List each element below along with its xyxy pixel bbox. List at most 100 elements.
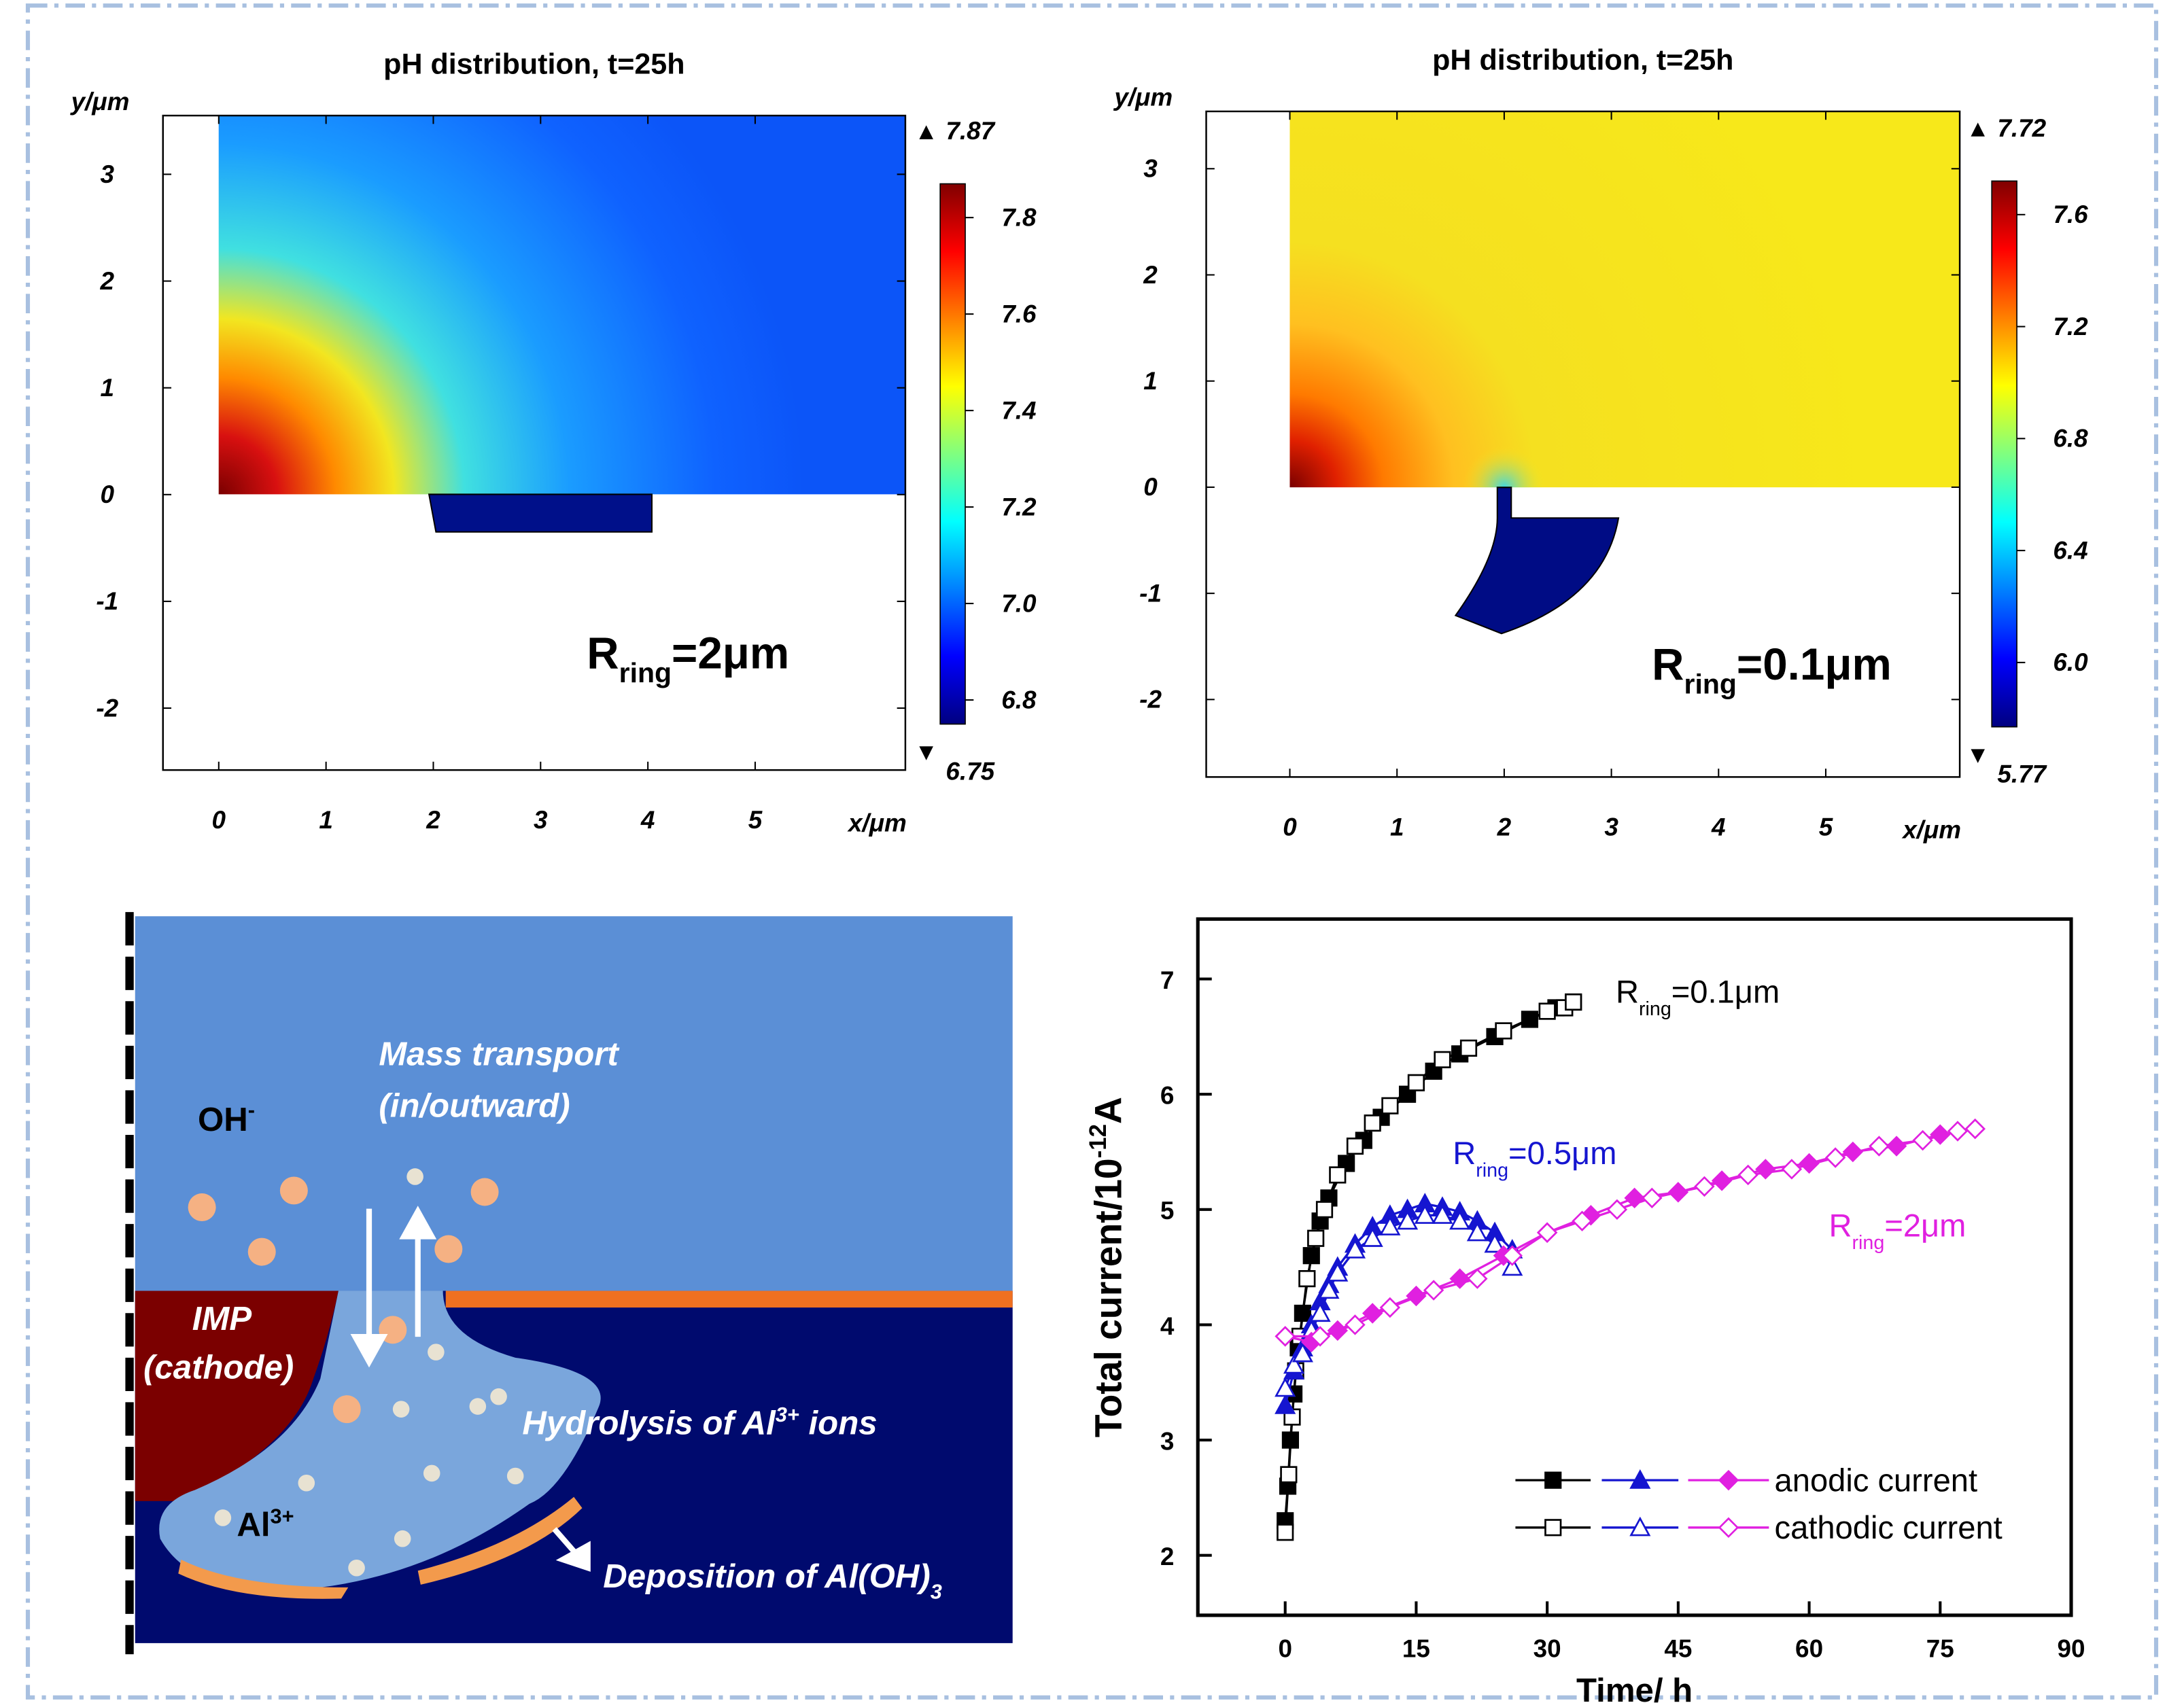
x-tick-label: 1: [319, 806, 333, 834]
label: 3+: [271, 1505, 294, 1528]
y-tick-label: 7: [1160, 966, 1175, 994]
y-axis-label: Total current/10: [1088, 1158, 1130, 1437]
marker: [1781, 1159, 1803, 1180]
annotation: ring: [1852, 1232, 1885, 1254]
marker: [1842, 1141, 1864, 1163]
y-tick-label: -2: [96, 694, 118, 722]
legend-label: anodic current: [1775, 1462, 1978, 1498]
marker: [1329, 1166, 1347, 1184]
y-tick-label: 4: [1160, 1312, 1175, 1340]
chart-title: pH distribution, t=25h: [1432, 43, 1733, 76]
colorbar-tick-label: 7.8: [1001, 203, 1037, 231]
frame: [25, 3, 2159, 1700]
colorbar-tick-label: 7.4: [1001, 396, 1036, 424]
x-tick-label: 3: [534, 806, 548, 834]
colorbar-min-label: 5.77: [1997, 760, 2047, 788]
ph-field: [1289, 111, 1960, 488]
annotation: =0.5μm: [1508, 1135, 1616, 1171]
annotation: ring: [1639, 998, 1671, 1020]
oxide-layer: [445, 1291, 1013, 1308]
marker: [1694, 1176, 1715, 1197]
x-tick-label: 2: [1497, 813, 1512, 841]
x-axis-label: Time/ h: [1576, 1672, 1693, 1703]
colorbar-tick-label: 6.8: [2053, 425, 2088, 453]
marker: [1283, 1354, 1305, 1374]
label: 3+: [776, 1403, 799, 1426]
marker: [1309, 1302, 1331, 1322]
x-tick-label: 3: [1604, 813, 1618, 841]
label: 3: [931, 1579, 942, 1603]
y-tick-label: 2: [1143, 261, 1158, 289]
marker: [1362, 1227, 1383, 1247]
legend-marker: [1544, 1519, 1562, 1537]
annotation: R: [1616, 973, 1639, 1009]
y-axis-label: -12: [1085, 1124, 1111, 1158]
marker: [1449, 1210, 1471, 1230]
label: (cathode): [143, 1349, 294, 1386]
marker: [1407, 1074, 1425, 1091]
marker: [1275, 1377, 1296, 1397]
annotation: =2μm: [1884, 1208, 1966, 1244]
marker: [1930, 1124, 1951, 1145]
y-axis-label: y/μm: [1113, 84, 1173, 111]
imp-region: [135, 1291, 339, 1501]
marker: [1495, 1022, 1512, 1040]
x-tick-label: 4: [640, 806, 655, 834]
x-tick-label: 15: [1402, 1634, 1430, 1662]
y-tick-label: 6: [1160, 1082, 1175, 1110]
marker: [1327, 1262, 1349, 1282]
label: OH-: [198, 1098, 255, 1138]
min-marker: [919, 746, 933, 760]
y-tick-label: 5: [1160, 1197, 1175, 1225]
marker: [1466, 1221, 1488, 1242]
marker: [1502, 1256, 1523, 1276]
marker: [1572, 1210, 1593, 1231]
max-marker: [1971, 122, 1985, 137]
marker: [1275, 1394, 1296, 1414]
colorbar-max-label: 7.87: [946, 117, 995, 145]
marker: [1345, 1314, 1366, 1335]
label: IMP: [192, 1300, 252, 1337]
pit: [428, 493, 653, 533]
marker: [1307, 1229, 1325, 1247]
marker: [1755, 1159, 1776, 1180]
y-axis-label: y/μm: [70, 88, 130, 116]
marker: [1711, 1170, 1733, 1191]
marker: [1381, 1097, 1399, 1114]
label: Deposition of Al(OH): [603, 1558, 930, 1595]
marker: [1318, 1279, 1340, 1299]
colorbar-tick-label: 6.0: [2053, 648, 2088, 676]
colorbar-min-label: 6.75: [946, 757, 994, 785]
label: ions: [799, 1405, 878, 1442]
annotation: Rring=0.1μm: [1652, 639, 1892, 699]
marker: [1397, 1210, 1419, 1230]
x-tick-label: 5: [1819, 813, 1833, 841]
x-tick-label: 0: [1278, 1634, 1292, 1662]
marker: [1423, 1280, 1444, 1301]
y-tick-label: 1: [1143, 367, 1158, 395]
x-axis-label: x/μm: [1901, 816, 1961, 844]
marker: [1565, 993, 1582, 1011]
y-axis-label: Total current/10-12A: [1085, 1097, 1130, 1437]
marker: [1414, 1204, 1436, 1224]
marker: [1432, 1204, 1453, 1224]
marker: [1606, 1199, 1628, 1221]
x-tick-label: 75: [1926, 1634, 1954, 1662]
ph-field: [1449, 445, 1560, 488]
x-tick-label: 90: [2058, 1634, 2085, 1662]
marker: [1737, 1164, 1758, 1186]
legend-marker: [1629, 1516, 1651, 1537]
axes-box: [1205, 110, 1961, 778]
colorbar: [1991, 180, 2017, 728]
x-tick-label: 4: [1711, 813, 1726, 841]
x-tick-label: 30: [1533, 1634, 1561, 1662]
y-axis-label: A: [1088, 1097, 1130, 1124]
colorbar-tick-label: 7.0: [1001, 589, 1037, 617]
colorbar-tick-label: 7.6: [2053, 200, 2088, 228]
max-marker: [919, 125, 933, 139]
marker: [1502, 1245, 1523, 1266]
y-tick-label: 3: [1143, 155, 1158, 183]
marker: [1309, 1326, 1331, 1347]
legend-marker: [1544, 1471, 1562, 1489]
label: -: [248, 1098, 255, 1121]
